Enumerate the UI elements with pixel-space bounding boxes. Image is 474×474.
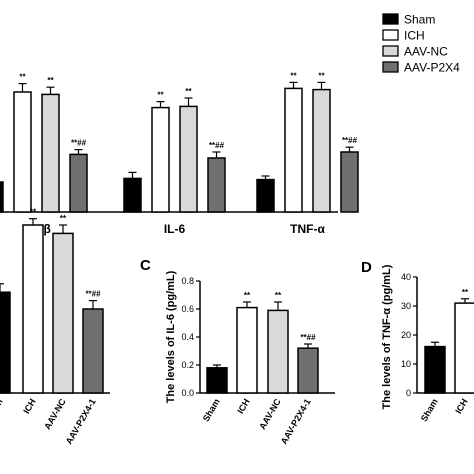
legend-swatch-aav-nc xyxy=(382,45,399,57)
legend-swatch-aav-p2x4 xyxy=(382,61,399,73)
bar-aav-p2x4-1 xyxy=(82,308,104,394)
panel-il1b-bar-chart: h ** ICH ** AAV-NC **## AAV-P2X4-1 xyxy=(0,208,110,446)
bar-il-6-aav-nc xyxy=(179,105,198,213)
bar-tnf-sham xyxy=(256,178,275,213)
legend-label-aav-nc: AAV-NC xyxy=(404,45,448,59)
significance-label-ich: ** xyxy=(30,208,37,217)
category-label-aav-nc: AAV-NC xyxy=(42,397,68,432)
y-axis-title: The levels of TNF-α (pg/mL) xyxy=(381,264,393,409)
legend-swatch-ich xyxy=(382,29,399,41)
legend-label-sham: Sham xyxy=(404,13,435,27)
category-label-ich: ICH xyxy=(21,397,37,415)
category-label-ich: ICH xyxy=(235,397,251,415)
significance-label-il-6-ich: ** xyxy=(157,91,164,100)
bar-ich xyxy=(236,306,258,394)
y-axis-title: The levels of IL-6 (pg/mL) xyxy=(165,270,177,403)
significance-label-il-6-aav-nc: ** xyxy=(185,87,192,96)
bar-il-6-sham xyxy=(123,177,142,213)
group-label-il-6: IL-6 xyxy=(164,222,186,236)
bar-h xyxy=(0,291,11,394)
bar-aav-p2x4-1 xyxy=(297,347,319,394)
bar-aav-nc xyxy=(52,232,74,394)
y-tick-label: 0.2 xyxy=(181,360,194,370)
y-tick-label: 0 xyxy=(406,388,411,398)
bar-il-1-ich xyxy=(13,91,32,213)
legend-label-ich: ICH xyxy=(404,29,425,43)
y-tick-label: 10 xyxy=(401,359,411,369)
significance-label-il-1-aav-nc: ** xyxy=(47,76,54,85)
bar-il-6-aav-p2x4 xyxy=(207,157,226,213)
y-tick-label: 0.6 xyxy=(181,304,194,314)
category-label-sham: Sham xyxy=(201,397,222,423)
significance-label-aav-p2x4-1: **## xyxy=(300,333,316,342)
significance-label-aav-p2x4-1: **## xyxy=(85,290,101,299)
y-tick-label: 0.8 xyxy=(181,276,194,286)
bar-il-1-aav-nc xyxy=(41,93,60,213)
bar-il-6-ich xyxy=(151,106,170,213)
significance-label-ich: ** xyxy=(244,291,251,300)
category-label-sham: Sham xyxy=(419,397,440,423)
bar-tnf-aav-p2x4 xyxy=(340,151,359,213)
significance-label-il-6-aav-p2x4: **## xyxy=(209,141,225,150)
bar-ich xyxy=(454,302,474,394)
bar-tnf-aav-nc xyxy=(312,88,331,213)
category-label-ich: ICH xyxy=(453,397,469,415)
significance-label-tnf-ich: ** xyxy=(290,71,297,80)
category-label-aav-nc: AAV-NC xyxy=(257,397,283,432)
panel-grouped-bar-chart: ******##IL-1β******##IL-6******##TNF-α xyxy=(0,71,359,236)
y-tick-label: 40 xyxy=(401,272,411,282)
panel-d-letter: D xyxy=(361,259,372,276)
category-label-h: h xyxy=(0,397,5,407)
y-tick-label: 20 xyxy=(401,330,411,340)
bar-sham xyxy=(424,345,446,394)
legend-label-aav-p2x4: AAV-P2X4 xyxy=(404,61,460,75)
significance-label-il-1-ich: ** xyxy=(19,73,26,82)
bar-il-1-aav-p2x4 xyxy=(69,153,88,213)
significance-label-tnf-aav-nc: ** xyxy=(318,71,325,80)
bar-aav-nc xyxy=(267,309,289,394)
bar-tnf-ich xyxy=(284,87,303,213)
y-tick-label: 30 xyxy=(401,301,411,311)
panel-c-il6-bar-chart: C 0.0 0.2 0.4 0.6 0.8 The levels of IL-6 (pg/… xyxy=(140,257,335,446)
significance-label-aav-nc: ** xyxy=(60,214,67,223)
significance-label-il-1-aav-p2x4: **## xyxy=(71,139,87,148)
y-tick-label: 0.0 xyxy=(181,388,194,398)
panel-d-tnfa-bar-chart: D 0 10 20 30 40 The levels of TNF-α (pg/mL) Sh… xyxy=(361,259,474,423)
group-label-tnf: TNF-α xyxy=(290,222,325,236)
y-tick-label: 0.4 xyxy=(181,332,194,342)
bar-sham xyxy=(206,367,228,394)
significance-label-tnf-aav-p2x4: **## xyxy=(342,136,358,145)
category-label-aav-p2x4-1: AAV-P2X4-1 xyxy=(64,397,98,446)
significance-label-ich: ** xyxy=(462,288,469,297)
panel-c-letter: C xyxy=(140,257,151,274)
bar-il-1-sham xyxy=(0,181,4,213)
category-label-aav-p2x4-1: AAV-P2X4-1 xyxy=(279,397,313,446)
bar-ich xyxy=(22,224,44,394)
legend: Sham ICH AAV-NC AAV-P2X4 xyxy=(382,13,460,75)
legend-swatch-sham xyxy=(382,13,399,25)
significance-label-aav-nc: ** xyxy=(275,291,282,300)
